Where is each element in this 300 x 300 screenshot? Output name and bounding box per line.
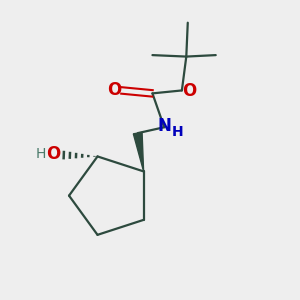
Text: O: O [182,82,197,100]
Text: H: H [172,125,184,139]
Text: O: O [107,81,121,99]
Text: N: N [158,117,172,135]
Polygon shape [133,133,144,171]
Text: H: H [35,147,46,161]
Text: O: O [46,145,60,163]
